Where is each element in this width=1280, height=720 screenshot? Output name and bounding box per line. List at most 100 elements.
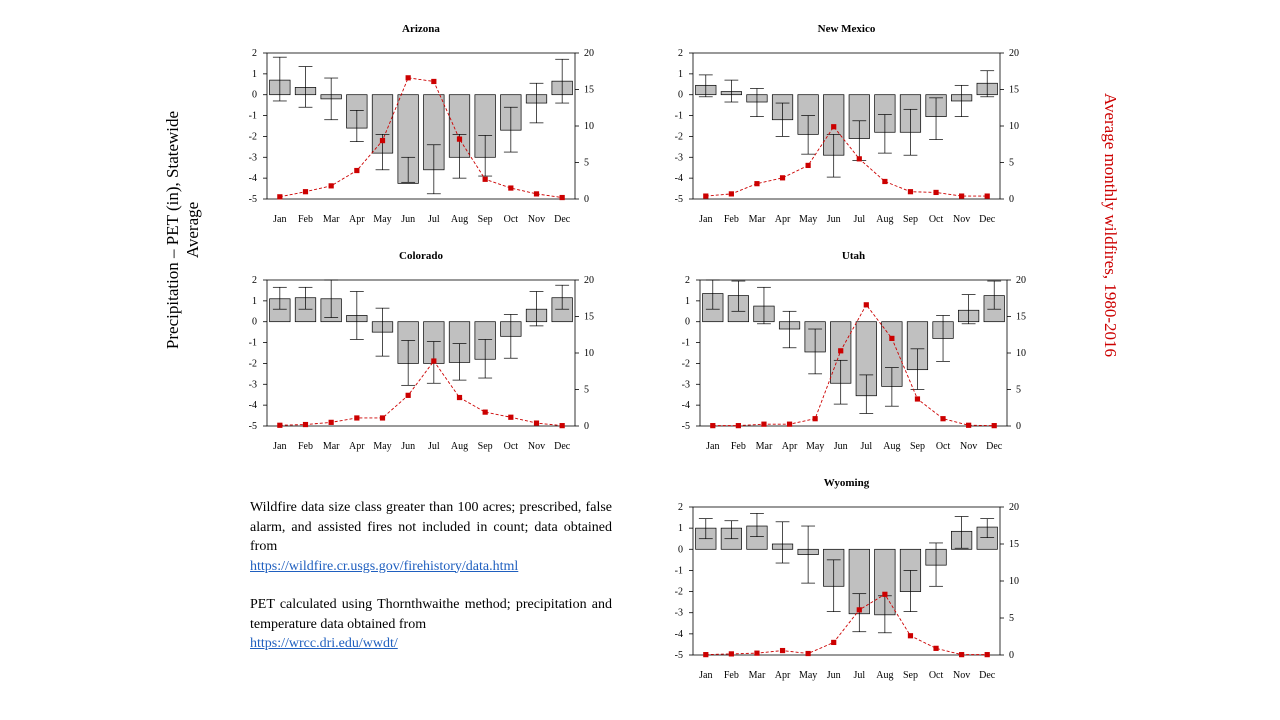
right-axis-label: Average monthly wildfires, 1980-2016: [1090, 80, 1130, 380]
fire-point-jan: [703, 193, 709, 199]
right-axis-label-text: Average monthly wildfires, 1980-2016: [1101, 92, 1120, 358]
fire-point-mar: [761, 421, 767, 427]
fire-point-oct: [933, 189, 939, 196]
fire-point-jan: [710, 423, 716, 429]
fire-point-nov: [533, 191, 540, 197]
right-tick-label: 10: [1009, 121, 1019, 132]
pet-note-text: PET calculated using Thornthwaithe metho…: [250, 597, 612, 632]
x-tick-label: Jan: [273, 441, 286, 452]
x-tick-label: Nov: [528, 441, 545, 452]
fire-point-nov: [959, 193, 965, 199]
right-tick-label: 5: [584, 158, 589, 169]
fire-point-may: [379, 138, 386, 144]
right-tick-label: 20: [1009, 502, 1019, 513]
left-tick-label: -2: [249, 131, 257, 142]
wildfire-note-text: Wildfire data size class greater than 10…: [250, 500, 612, 554]
fire-point-oct: [508, 185, 514, 191]
left-tick-label: -5: [249, 194, 257, 205]
right-tick-label: 10: [584, 121, 594, 132]
climate-data-link[interactable]: https://wrcc.dri.edu/wwdt/: [250, 636, 398, 651]
right-tick-label: 15: [1009, 85, 1019, 96]
fire-point-jul: [431, 78, 437, 85]
left-tick-label: 1: [252, 296, 257, 307]
left-tick-label: -3: [249, 379, 257, 390]
fire-point-aug: [889, 335, 895, 341]
left-tick-label: -2: [682, 358, 690, 369]
fire-point-sep: [907, 189, 914, 195]
fire-point-apr: [779, 647, 786, 654]
fire-point-dec: [984, 652, 990, 658]
x-tick-label: Feb: [731, 441, 746, 452]
wildfire-data-note: Wildfire data size class greater than 10…: [250, 498, 612, 576]
right-tick-label: 20: [584, 48, 594, 59]
fire-point-jul: [863, 302, 869, 308]
right-tick-label: 20: [584, 275, 594, 286]
left-tick-label: -2: [249, 358, 257, 369]
x-tick-label: Jun: [827, 670, 841, 681]
left-tick-label: -2: [675, 587, 683, 598]
x-tick-label: May: [373, 214, 391, 225]
fire-point-jul: [856, 156, 862, 162]
fire-point-jun: [831, 124, 837, 130]
x-tick-label: May: [373, 441, 391, 452]
chart-title: Wyoming: [824, 477, 870, 489]
fire-point-nov: [959, 652, 965, 658]
fire-series-line: [705, 593, 988, 656]
fire-point-feb: [728, 191, 734, 197]
left-tick-label: 1: [678, 523, 683, 534]
x-tick-label: Nov: [953, 214, 970, 225]
right-tick-label: 0: [584, 421, 589, 432]
right-tick-label: 15: [1009, 539, 1019, 550]
right-tick-label: 0: [1016, 421, 1021, 432]
left-tick-label: 1: [678, 69, 683, 80]
fire-point-jun: [405, 75, 411, 81]
fire-point-jun: [405, 392, 411, 398]
x-tick-label: Jan: [273, 214, 286, 225]
fire-point-apr: [354, 415, 360, 421]
left-tick-label: -1: [249, 338, 257, 349]
fire-point-dec: [991, 423, 997, 429]
left-tick-label: -4: [675, 629, 683, 640]
left-tick-label: -4: [682, 400, 690, 411]
x-tick-label: Jun: [401, 214, 415, 225]
x-tick-label: Nov: [960, 441, 977, 452]
x-tick-label: Dec: [979, 670, 996, 681]
fire-point-nov: [966, 422, 972, 428]
x-tick-label: Jul: [428, 441, 440, 452]
left-tick-label: -5: [675, 194, 683, 205]
left-tick-label: 2: [678, 502, 683, 513]
x-tick-label: Apr: [782, 441, 798, 452]
fire-point-may: [805, 162, 811, 169]
fire-point-sep: [907, 633, 914, 639]
x-tick-label: Jul: [853, 670, 865, 681]
chart-title: Utah: [842, 250, 865, 262]
right-tick-label: 5: [1009, 158, 1014, 169]
left-tick-label: -5: [675, 650, 683, 661]
x-tick-label: Feb: [298, 214, 313, 225]
x-tick-label: Oct: [936, 441, 951, 452]
x-tick-label: Mar: [756, 441, 773, 452]
right-tick-label: 0: [1009, 650, 1014, 661]
x-tick-label: Nov: [528, 214, 545, 225]
x-tick-label: Dec: [979, 214, 996, 225]
left-tick-label: 0: [678, 90, 683, 101]
wildfire-data-link[interactable]: https://wildfire.cr.usgs.gov/firehistory…: [250, 558, 519, 574]
left-tick-label: 0: [252, 90, 257, 101]
fire-point-aug: [456, 394, 463, 401]
x-tick-label: Aug: [883, 441, 900, 452]
right-tick-label: 10: [1009, 576, 1019, 587]
fire-point-aug: [882, 591, 888, 597]
fire-point-nov: [533, 420, 540, 426]
x-tick-label: Jan: [699, 214, 712, 225]
fire-series-line: [705, 125, 988, 197]
left-tick-label: 2: [252, 275, 257, 286]
x-tick-label: Apr: [349, 214, 365, 225]
fire-point-oct: [508, 414, 514, 420]
left-tick-label: 2: [678, 48, 683, 59]
right-tick-label: 15: [584, 312, 594, 323]
left-tick-label: 2: [685, 275, 690, 286]
x-tick-label: Dec: [554, 441, 571, 452]
